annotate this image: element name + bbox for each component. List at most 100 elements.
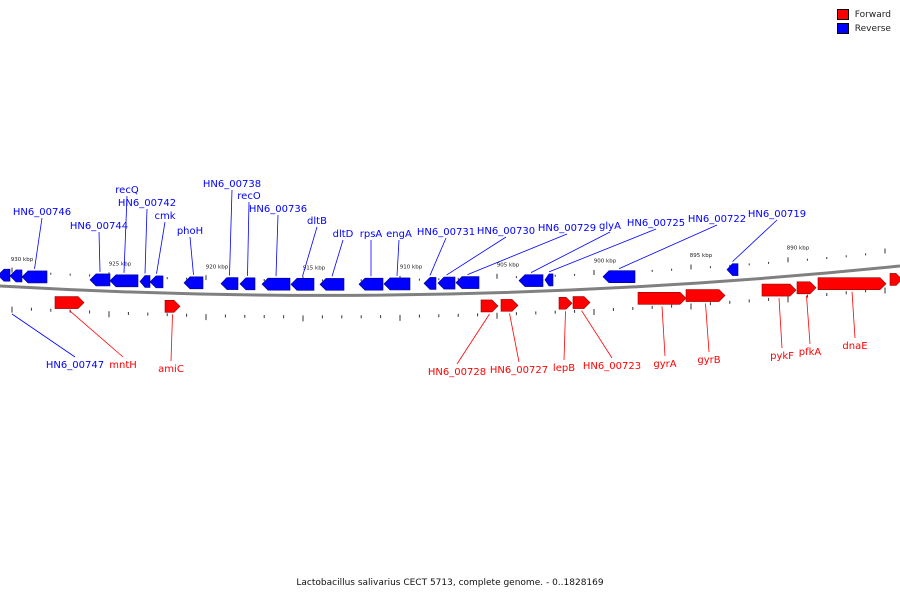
gene-label: HN6_00744 — [70, 221, 128, 232]
gene-label: amiC — [158, 364, 184, 375]
kbp-tick-label: 905 kbp — [497, 262, 520, 268]
legend-reverse-label: Reverse — [854, 23, 891, 34]
forward-gene-arrow — [480, 299, 499, 313]
gene-label-leader — [396, 239, 400, 276]
kbp-tick-label: 930 kbp — [11, 257, 34, 263]
genome-backbone — [0, 264, 900, 297]
reverse-gene-arrow — [518, 274, 544, 287]
gene-label-leader — [69, 310, 124, 358]
reverse-gene-arrow — [9, 269, 23, 283]
gene-label: HN6_00731 — [417, 227, 475, 238]
gene-label-leader — [98, 231, 101, 272]
gene-label-leader — [331, 239, 344, 277]
gene-label: gyrB — [697, 355, 720, 366]
gene-label: phoH — [177, 226, 203, 237]
gene-label-leader — [34, 217, 43, 269]
reverse-gene-arrow — [139, 275, 151, 288]
kbp-tick-label: 890 kbp — [787, 246, 810, 252]
reverse-swatch — [836, 23, 849, 34]
forward-gene-arrow — [500, 299, 519, 312]
kbp-tick-label: 915 kbp — [303, 265, 326, 271]
reverse-gene-arrow — [455, 276, 480, 289]
kbp-tick-label: 895 kbp — [690, 253, 713, 259]
gene-label: HN6_00725 — [627, 218, 685, 229]
reverse-gene-arrow — [183, 276, 204, 290]
reverse-gene-arrow — [149, 275, 164, 289]
gene-label-leader — [11, 313, 76, 358]
gene-label-leader — [530, 231, 611, 273]
gene-label: engA — [386, 229, 412, 240]
gene-label-leader — [581, 310, 613, 359]
gene-label-leader — [189, 236, 194, 275]
reverse-gene-arrow — [220, 277, 239, 290]
gene-label-leader — [156, 221, 166, 274]
reverse-gene-arrow — [358, 277, 384, 291]
legend-forward: Forward — [836, 9, 891, 20]
gene-label: HN6_00728 — [428, 367, 486, 378]
reverse-gene-arrow — [239, 277, 256, 291]
gene-label: HN6_00719 — [748, 209, 806, 220]
gene-label: HN6_00729 — [538, 223, 596, 234]
gene-label-leader — [806, 295, 811, 345]
forward-gene-arrow — [558, 296, 573, 310]
reverse-gene-arrow — [602, 270, 636, 284]
gene-label: HN6_00723 — [583, 361, 641, 372]
forward-gene-arrow — [572, 296, 591, 309]
gene-label-leader — [778, 298, 783, 349]
gene-label-leader — [509, 313, 520, 363]
gene-label: lepB — [553, 363, 575, 374]
gene-label-leader — [275, 214, 279, 277]
gene-label-leader — [446, 236, 507, 276]
gene-label: cmk — [154, 211, 175, 222]
gene-label-leader — [732, 219, 778, 262]
gene-label-leader — [229, 189, 233, 276]
gene-layer — [0, 263, 900, 313]
kbp-tick-label: 925 kbp — [109, 262, 132, 268]
reverse-gene-arrow — [423, 277, 437, 290]
gene-label: dltD — [333, 229, 354, 240]
forward-gene-arrow — [54, 296, 85, 309]
gene-label: mntH — [109, 360, 137, 371]
gene-label-leader — [123, 195, 128, 273]
reverse-gene-arrow — [437, 276, 456, 290]
kbp-tick-label: 910 kbp — [400, 265, 423, 271]
reverse-gene-arrow — [0, 268, 11, 282]
gene-label: recQ — [115, 185, 139, 196]
gene-label-leader — [456, 313, 490, 365]
gene-label-leader — [170, 314, 173, 362]
gene-label-leader — [661, 306, 666, 357]
gene-label: HN6_00722 — [688, 214, 746, 225]
gene-label: HN6_00727 — [490, 365, 548, 376]
gene-label-leader — [429, 237, 447, 276]
reverse-gene-arrow — [726, 263, 739, 276]
gene-label: pfkA — [799, 347, 822, 358]
forward-gene-arrow — [796, 281, 817, 295]
gene-label-leader — [302, 226, 318, 277]
gene-label: glyA — [599, 221, 621, 232]
legend: Forward Reverse — [836, 9, 891, 37]
gene-label: HN6_00746 — [13, 207, 71, 218]
reverse-gene-arrow — [89, 273, 111, 287]
gene-label: HN6_00747 — [46, 360, 104, 371]
gene-label-leader — [618, 224, 718, 270]
gene-label: dltB — [307, 216, 327, 227]
reverse-gene-arrow — [21, 270, 48, 284]
gene-label-leader — [467, 233, 568, 275]
forward-gene-arrow — [685, 289, 726, 302]
gene-label-leader — [563, 311, 566, 361]
forward-gene-arrow — [164, 300, 181, 313]
gene-label: HN6_00738 — [203, 179, 261, 190]
reverse-gene-arrow — [383, 277, 411, 291]
legend-reverse: Reverse — [836, 23, 891, 34]
tick-layer: 930 kbp 925 kbp 920 kbp 915 kbp 910 kbp 905 k… — [11, 246, 886, 322]
gene-label-leader — [247, 201, 250, 276]
forward-gene-arrow — [761, 283, 797, 297]
gene-label: HN6_00736 — [249, 204, 307, 215]
gene-label-leader — [851, 291, 856, 339]
gene-label-leader — [548, 228, 657, 273]
genome-caption: Lactobacillus salivarius CECT 5713, comp… — [296, 578, 604, 588]
reverse-gene-arrow — [544, 273, 554, 287]
legend-forward-label: Forward — [854, 9, 891, 20]
kbp-tick-label: 920 kbp — [206, 264, 229, 270]
